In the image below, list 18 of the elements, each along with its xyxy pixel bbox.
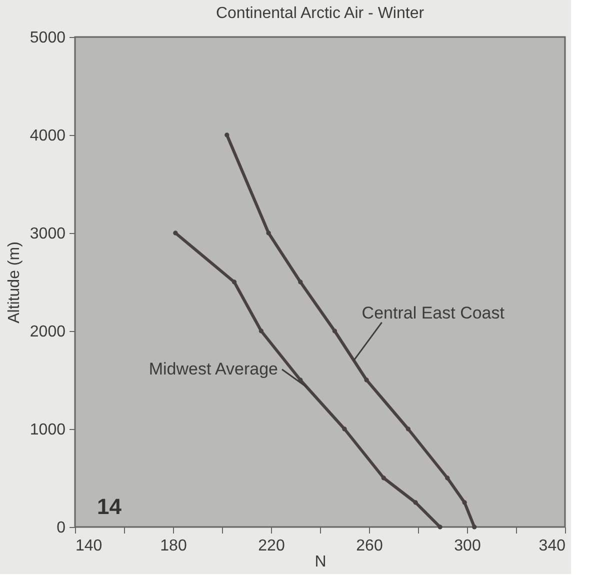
y-tick-label: 0 — [56, 520, 66, 536]
y-tick-label: 5000 — [30, 30, 66, 46]
x-tick-label: 300 — [454, 538, 481, 554]
y-tick-label: 4000 — [30, 128, 66, 144]
y-tick-label: 2000 — [30, 324, 66, 340]
annotation: 14 — [97, 494, 122, 519]
x-axis-title: N — [314, 554, 326, 570]
x-tick-label: 140 — [76, 538, 102, 554]
chart-title: Continental Arctic Air - Winter — [216, 5, 425, 22]
y-axis-title: Altitude (m) — [6, 242, 23, 324]
x-tick-label: 340 — [538, 538, 566, 554]
y-tick-label: 1000 — [30, 422, 66, 438]
x-tick-label: 260 — [356, 538, 383, 554]
x-tick-label: 180 — [160, 538, 187, 554]
x-tick-label: 220 — [258, 538, 285, 554]
series-label: Central East Coast — [362, 303, 505, 322]
legend-label: Midwest Average — [148, 359, 278, 378]
y-tick-label: 3000 — [30, 226, 66, 242]
